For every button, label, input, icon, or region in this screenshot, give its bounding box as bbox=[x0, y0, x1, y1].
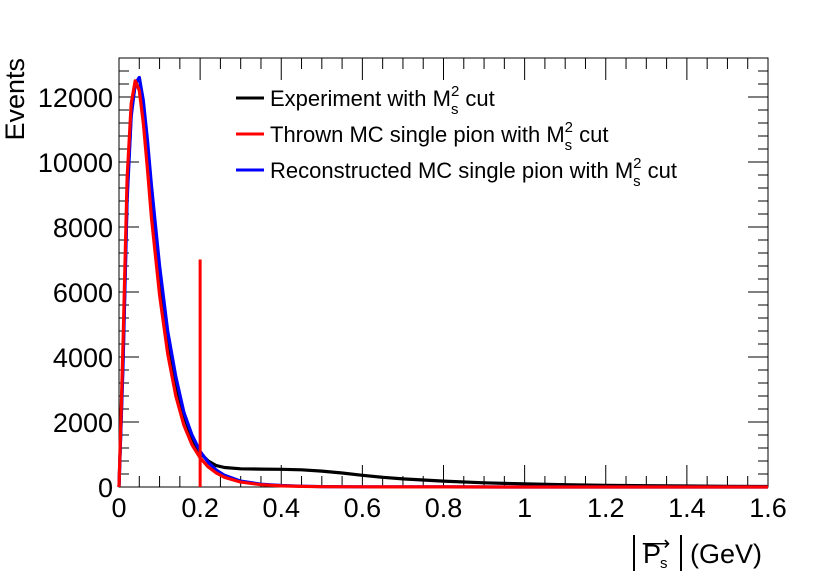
x-tick-label: 0 bbox=[111, 493, 126, 523]
y-tick-label: 6000 bbox=[53, 278, 113, 308]
y-tick-label: 8000 bbox=[53, 213, 113, 243]
legend-label-subscript: s bbox=[633, 173, 641, 190]
legend-label: Reconstructed MC single pion with M2 cut bbox=[270, 155, 677, 183]
series-line-1 bbox=[117, 79, 768, 489]
legend-label: Thrown MC single pion with M2 cut bbox=[270, 119, 608, 147]
x-tick-label: 0.6 bbox=[344, 493, 382, 523]
legend-label-subscript: s bbox=[451, 101, 459, 118]
y-tick-label: 4000 bbox=[53, 343, 113, 373]
y-tick-label: 2000 bbox=[53, 408, 113, 438]
x-tick-label: 1.2 bbox=[587, 493, 625, 523]
x-tick-label: 0.8 bbox=[425, 493, 463, 523]
x-axis-title-unit: (GeV) bbox=[690, 539, 762, 569]
y-axis-title: Events bbox=[0, 58, 30, 141]
x-axis-title-subscript: s bbox=[660, 555, 668, 571]
x-tick-label: 1.6 bbox=[749, 493, 787, 523]
ticks bbox=[118, 57, 769, 488]
x-axis-title-symbol: P bbox=[643, 539, 661, 569]
x-tick-label: 0.2 bbox=[181, 493, 219, 523]
x-tick-label: 0.4 bbox=[262, 493, 300, 523]
x-tick-label: 1 bbox=[517, 493, 532, 523]
y-tick-label: 0 bbox=[98, 473, 113, 503]
x-axis-title-vector-arrow: ⟶ bbox=[642, 533, 671, 555]
tick-labels: 0 0.2 0.4 0.6 0.8 1 1.2 1.4 1.6 0 2000 4000 6000 8000… bbox=[38, 83, 787, 523]
series-layer bbox=[117, 75, 769, 489]
legend-label: Experiment with M2 cut bbox=[270, 83, 495, 111]
x-axis-title: ⟶ P s (GeV) bbox=[633, 533, 762, 571]
y-tick-label: 10000 bbox=[38, 148, 113, 178]
legend-label-subscript: s bbox=[565, 137, 573, 154]
x-tick-label: 1.4 bbox=[668, 493, 706, 523]
y-tick-label: 12000 bbox=[38, 83, 113, 113]
